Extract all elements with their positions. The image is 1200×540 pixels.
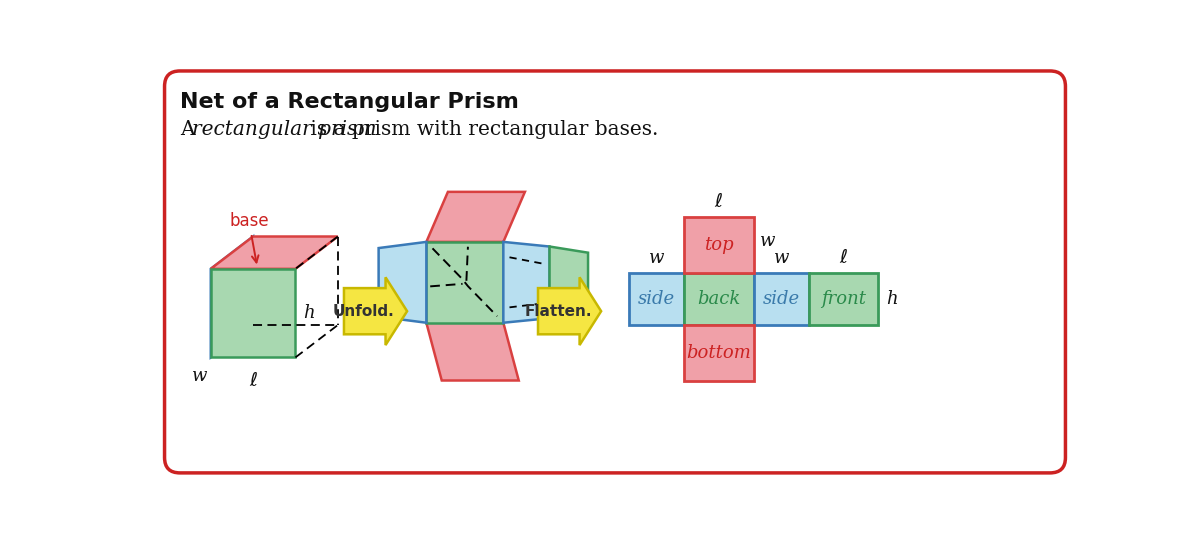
Text: side: side: [638, 290, 676, 308]
Text: w: w: [760, 232, 775, 249]
Text: A: A: [180, 120, 200, 139]
Polygon shape: [550, 247, 588, 318]
Text: base: base: [229, 212, 269, 262]
Text: w: w: [192, 367, 206, 384]
Text: h: h: [304, 304, 314, 322]
Polygon shape: [344, 278, 407, 345]
Bar: [684, 273, 754, 325]
Text: $\ell$: $\ell$: [714, 192, 724, 211]
Text: rectangular prism: rectangular prism: [192, 120, 377, 139]
Text: front: front: [821, 290, 866, 308]
Bar: [629, 273, 684, 325]
Polygon shape: [211, 237, 338, 269]
Text: w: w: [649, 248, 665, 267]
Bar: [684, 217, 754, 273]
Polygon shape: [211, 269, 295, 357]
Bar: [809, 273, 878, 325]
Text: top: top: [704, 236, 733, 254]
Text: $\ell$: $\ell$: [248, 372, 258, 390]
Polygon shape: [211, 237, 253, 357]
Polygon shape: [426, 242, 503, 323]
Polygon shape: [379, 242, 426, 323]
Text: back: back: [697, 290, 740, 308]
Polygon shape: [538, 278, 601, 345]
Bar: [684, 325, 754, 381]
Text: Flatten.: Flatten.: [524, 303, 592, 319]
Text: side: side: [763, 290, 800, 308]
Text: Net of a Rectangular Prism: Net of a Rectangular Prism: [180, 92, 518, 112]
Text: h: h: [886, 290, 898, 308]
Text: w: w: [774, 248, 790, 267]
Polygon shape: [426, 192, 524, 242]
Text: $\ell$: $\ell$: [839, 247, 848, 267]
Polygon shape: [503, 242, 550, 323]
Text: bottom: bottom: [686, 344, 751, 362]
Bar: [754, 273, 809, 325]
Text: is a prism with rectangular bases.: is a prism with rectangular bases.: [304, 120, 659, 139]
Text: Unfold.: Unfold.: [334, 303, 395, 319]
Polygon shape: [426, 323, 518, 381]
